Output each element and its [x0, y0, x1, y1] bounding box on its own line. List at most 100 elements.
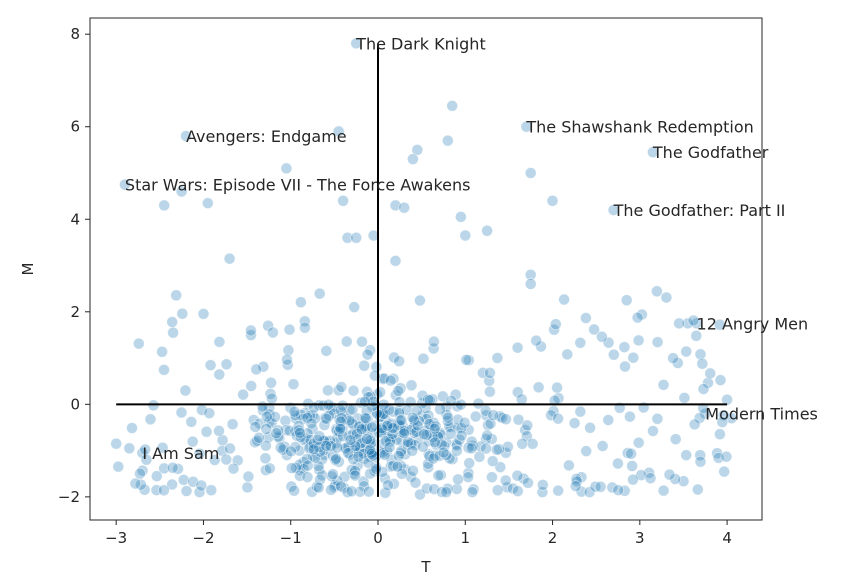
data-point — [680, 449, 693, 461]
data-point — [546, 194, 559, 207]
data-point — [351, 427, 363, 440]
data-point — [486, 455, 499, 467]
data-point — [242, 470, 255, 483]
data-point — [619, 360, 631, 373]
data-point — [436, 486, 448, 498]
x-tick-label: −1 — [280, 529, 302, 547]
data-point — [462, 467, 475, 479]
data-point — [350, 231, 363, 244]
plot-frame — [89, 17, 763, 521]
data-point — [660, 291, 673, 304]
data-point — [327, 468, 339, 481]
data-point — [535, 340, 547, 353]
data-point — [241, 481, 254, 494]
data-point — [347, 384, 360, 397]
data-point — [226, 418, 239, 431]
data-point — [408, 427, 421, 439]
data-point — [487, 409, 500, 422]
data-point — [673, 317, 685, 330]
data-point — [348, 301, 361, 313]
data-point — [466, 486, 479, 498]
data-point — [298, 315, 311, 328]
data-point — [250, 363, 263, 376]
data-point — [696, 357, 709, 370]
data-point — [521, 419, 534, 432]
data-point — [270, 427, 283, 440]
data-point — [480, 442, 492, 455]
data-point — [272, 430, 285, 443]
data-point — [694, 449, 707, 462]
data-point — [374, 386, 387, 399]
data-point — [473, 450, 486, 463]
data-point — [359, 395, 371, 408]
data-point — [223, 252, 236, 265]
data-point — [245, 380, 258, 392]
data-point — [180, 485, 193, 497]
data-point — [524, 167, 537, 179]
data-point — [156, 345, 168, 358]
data-point — [632, 334, 645, 347]
data-point — [694, 455, 707, 468]
data-point — [180, 130, 192, 142]
data-point — [720, 450, 733, 463]
data-point — [618, 341, 631, 353]
data-point — [366, 421, 378, 434]
data-point — [568, 417, 581, 429]
point-annotation: Star Wars: Episode VII - The Force Awake… — [125, 176, 471, 195]
data-point — [551, 381, 563, 394]
data-point — [265, 376, 277, 389]
data-point — [409, 476, 422, 489]
data-point — [463, 457, 476, 469]
data-point — [179, 384, 192, 397]
annotations: The Dark Knight The Shawshank Redemption A… — [125, 34, 818, 462]
data-point — [607, 204, 620, 216]
data-point — [378, 448, 391, 461]
data-point — [716, 416, 729, 428]
data-point — [341, 231, 354, 244]
data-point — [647, 146, 659, 159]
data-point — [203, 407, 216, 420]
data-point — [213, 368, 226, 381]
y-tick-label: 2 — [70, 303, 80, 321]
data-point — [263, 462, 276, 475]
data-point — [331, 441, 344, 454]
data-point — [486, 471, 498, 484]
x-tick-label: 4 — [722, 529, 732, 547]
data-point — [691, 483, 704, 496]
data-point — [322, 384, 334, 397]
data-point — [625, 447, 637, 460]
point-annotation: Avengers: Endgame — [186, 127, 347, 146]
data-point — [687, 314, 700, 327]
data-point — [680, 345, 693, 358]
data-point — [651, 285, 663, 298]
data-point — [186, 435, 199, 448]
data-point — [201, 197, 214, 209]
data-point — [175, 406, 188, 419]
data-point — [274, 441, 287, 454]
data-point — [393, 355, 405, 368]
data-point — [580, 445, 593, 457]
data-point — [330, 452, 342, 465]
data-point — [697, 383, 710, 395]
data-point — [714, 374, 727, 386]
data-point — [624, 410, 636, 423]
data-point — [511, 386, 524, 399]
data-point — [367, 229, 380, 242]
data-point — [119, 178, 131, 191]
data-point — [340, 335, 353, 348]
data-point — [570, 475, 583, 488]
data-point — [465, 442, 478, 455]
data-point — [379, 472, 391, 485]
data-point — [490, 443, 503, 456]
data-point — [349, 440, 362, 452]
data-point — [627, 351, 640, 364]
data-point — [227, 462, 240, 475]
data-point — [332, 125, 345, 138]
data-point — [516, 437, 529, 450]
point-annotation: The Shawshank Redemption — [525, 118, 753, 137]
data-point — [144, 413, 157, 426]
data-point — [632, 436, 645, 449]
data-point — [607, 348, 620, 361]
data-point — [256, 400, 269, 413]
